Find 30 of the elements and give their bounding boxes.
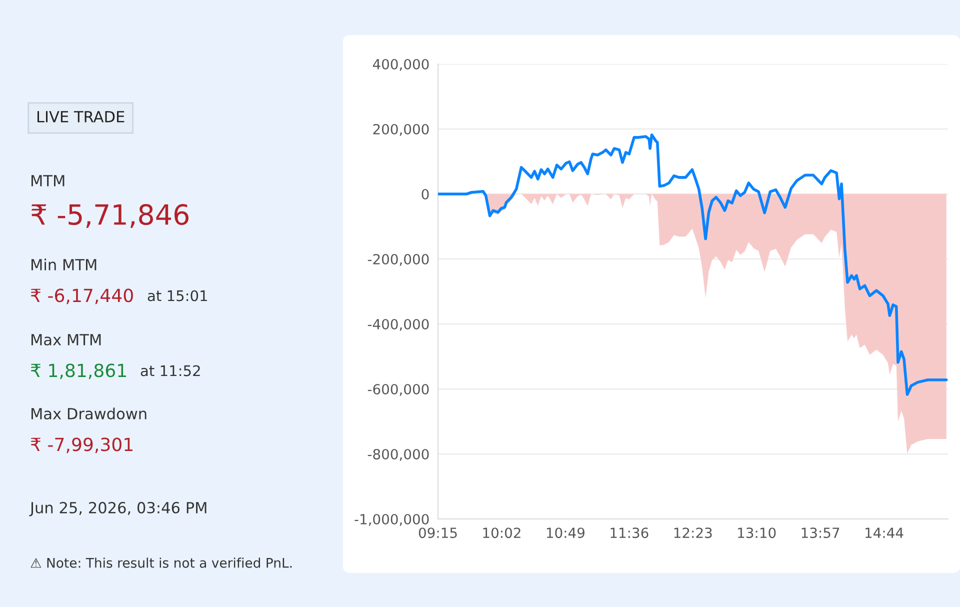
y-tick-label: -1,000,000	[354, 514, 429, 526]
text: Jun 25, 2026, 03:46 PM	[29, 502, 206, 516]
text: at 15:01	[148, 290, 207, 302]
text: LIVE TRADE	[38, 111, 124, 122]
y-tick-label: -600,000	[368, 384, 429, 396]
y-tick-label: 0	[422, 188, 429, 200]
line-series	[438, 133, 948, 396]
text: Max Drawdown	[32, 408, 146, 420]
x-tick-label: 10:49	[546, 528, 584, 538]
text: ⚠ Note: This result is not a verified PnL.	[30, 558, 292, 568]
x-tick-label: 14:44	[866, 528, 904, 538]
y-tick-label: 200,000	[373, 124, 429, 136]
text: ₹ -7,99,301	[30, 438, 132, 454]
y-tick-label: -400,000	[368, 318, 429, 331]
text: ₹ -5,71,846	[31, 204, 188, 228]
text: ₹ -6,17,440	[30, 288, 133, 304]
text: at 11:52	[140, 365, 200, 376]
x-tick-label: 11:36	[610, 528, 648, 538]
x-tick-label: 13:57	[802, 528, 840, 538]
text: Min MTM	[32, 258, 96, 270]
x-tick-label: 10:02	[483, 528, 520, 538]
x-tick-label: 12:23	[674, 528, 712, 538]
y-tick-label: 400,000	[372, 58, 429, 71]
x-tick-label: 09:15	[418, 528, 457, 538]
x-tick-label: 13:10	[738, 528, 776, 538]
y-tick-label: -200,000	[368, 254, 429, 266]
y-tick-label: -800,000	[368, 448, 429, 461]
text: ₹ 1,81,861	[30, 364, 126, 380]
text: Max MTM	[32, 334, 101, 346]
text: MTM	[32, 175, 64, 186]
